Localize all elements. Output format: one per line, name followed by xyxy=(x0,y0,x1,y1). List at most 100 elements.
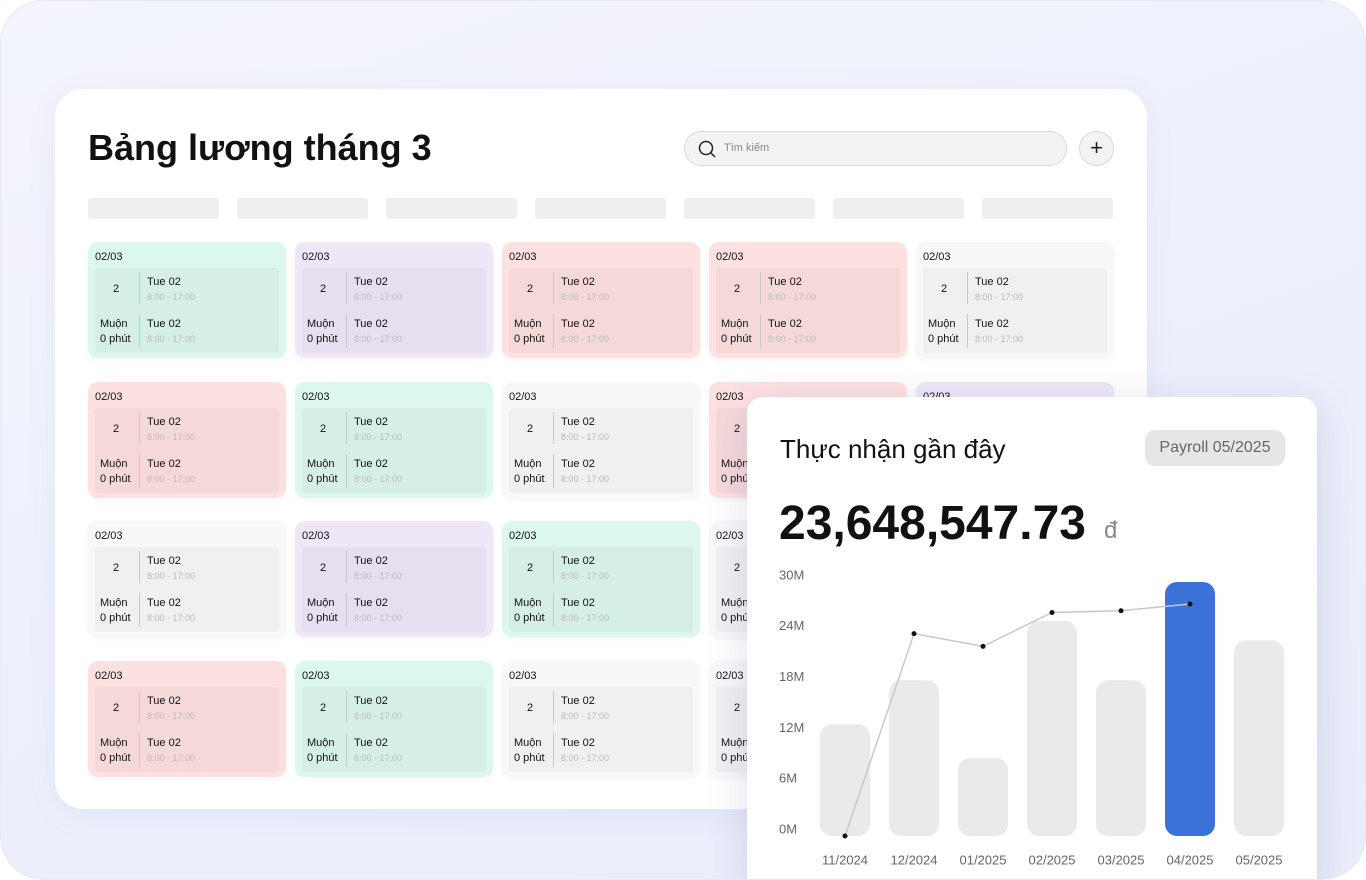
shift-card: 02/03 2 Tue 02 8:00 - 17:00 Muộn 0 phút Tue 02… xyxy=(88,660,286,777)
date: 02/03 xyxy=(509,669,537,682)
divider xyxy=(967,272,968,304)
divider xyxy=(139,411,140,444)
shift-day: Tue 02 xyxy=(975,276,1009,288)
count: 2 xyxy=(320,562,327,574)
divider xyxy=(346,690,347,723)
y-tick-label: 6M xyxy=(779,771,797,786)
late-value: 0 phút xyxy=(100,333,131,345)
shift-time: 8:00 - 17:00 xyxy=(354,571,403,581)
date: 02/03 xyxy=(509,530,537,542)
line-point xyxy=(842,833,848,839)
shift-time: 8:00 - 17:00 xyxy=(768,292,817,302)
bar xyxy=(1165,582,1215,836)
shift-day: Tue 02 xyxy=(354,318,388,330)
late-label: Muộn xyxy=(721,318,749,330)
date: 02/03 xyxy=(716,669,744,682)
x-tick-label: 05/2025 xyxy=(1236,852,1283,867)
shift-card: 02/03 2 Tue 02 8:00 - 17:00 Muộn 0 phút Tue 02… xyxy=(295,660,493,777)
count: 2 xyxy=(113,283,120,295)
shift-time: 8:00 - 17:00 xyxy=(354,613,403,623)
date: 02/03 xyxy=(302,669,330,682)
date: 02/03 xyxy=(509,390,537,403)
late-value: 0 phút xyxy=(514,472,545,485)
filter-placeholder xyxy=(684,198,815,219)
shift-time: 8:00 - 17:00 xyxy=(354,292,403,302)
late-label: Muộn xyxy=(307,597,335,609)
divider xyxy=(139,453,140,488)
shift-day: Tue 02 xyxy=(147,415,181,428)
shift-time: 8:00 - 17:00 xyxy=(561,431,610,442)
shift-card: 02/03 2 Tue 02 8:00 - 17:00 Muộn 0 phút Tue 02… xyxy=(502,521,700,637)
bar xyxy=(889,680,939,836)
count: 2 xyxy=(320,422,327,435)
shift-time: 8:00 - 17:00 xyxy=(768,334,817,344)
divider xyxy=(553,272,554,304)
period-badge[interactable]: Payroll 05/2025 xyxy=(1145,430,1285,466)
late-label: Muộn xyxy=(307,318,335,330)
shift-day: Tue 02 xyxy=(354,276,388,288)
bar xyxy=(1096,680,1146,836)
divider xyxy=(346,272,347,304)
late-value: 0 phút xyxy=(100,751,131,764)
line-point xyxy=(1187,601,1193,607)
date: 02/03 xyxy=(95,251,123,263)
count: 2 xyxy=(320,283,327,295)
shift-time: 8:00 - 17:00 xyxy=(354,752,403,763)
late-label: Muộn xyxy=(721,736,749,749)
shift-time: 8:00 - 17:00 xyxy=(561,613,610,623)
shift-day: Tue 02 xyxy=(147,457,181,470)
shift-day: Tue 02 xyxy=(561,694,595,707)
late-value: 0 phút xyxy=(307,751,338,764)
line-point xyxy=(1118,608,1124,614)
x-tick-label: 12/2024 xyxy=(891,852,938,867)
late-value: 0 phút xyxy=(100,612,131,624)
count: 2 xyxy=(527,701,534,714)
date: 02/03 xyxy=(302,530,330,542)
shift-time: 8:00 - 17:00 xyxy=(354,473,403,484)
date: 02/03 xyxy=(716,251,744,263)
search-box[interactable]: Tìm kiếm xyxy=(684,131,1067,166)
divider xyxy=(346,314,347,348)
shift-day: Tue 02 xyxy=(561,318,595,330)
shift-day: Tue 02 xyxy=(561,276,595,288)
late-label: Muộn xyxy=(100,318,128,330)
x-tick-label: 04/2025 xyxy=(1167,852,1214,867)
shift-card: 02/03 2 Tue 02 8:00 - 17:00 Muộn 0 phút Tue 02… xyxy=(502,660,700,777)
shift-day: Tue 02 xyxy=(354,597,388,609)
chart: 0M 6M 12M 18M 24M 30M 11/2024 12/2024 01/2025 02/… xyxy=(779,567,1284,867)
count: 2 xyxy=(734,422,741,435)
shift-time: 8:00 - 17:00 xyxy=(561,292,610,302)
shift-time: 8:00 - 17:00 xyxy=(561,752,610,763)
shift-card: 02/03 2 Tue 02 8:00 - 17:00 Muộn 0 phút Tue 02… xyxy=(502,242,700,358)
late-label: Muộn xyxy=(307,457,335,470)
late-value: 0 phút xyxy=(721,612,752,624)
late-value: 0 phút xyxy=(514,612,545,624)
shift-time: 8:00 - 17:00 xyxy=(975,292,1024,302)
shift-day: Tue 02 xyxy=(561,415,595,428)
shift-day: Tue 02 xyxy=(561,457,595,470)
shift-day: Tue 02 xyxy=(354,457,388,470)
filter-placeholder xyxy=(833,198,964,219)
x-tick-label: 11/2024 xyxy=(822,852,868,867)
line-point xyxy=(911,631,917,637)
add-button[interactable]: + xyxy=(1079,131,1114,166)
divider xyxy=(139,593,140,627)
late-value: 0 phút xyxy=(514,333,545,345)
divider xyxy=(346,551,347,583)
date: 02/03 xyxy=(95,669,123,682)
shift-day: Tue 02 xyxy=(147,694,181,707)
x-tick-label: 03/2025 xyxy=(1098,852,1145,867)
date: 02/03 xyxy=(509,251,537,263)
late-label: Muộn xyxy=(721,457,749,470)
divider xyxy=(967,314,968,348)
count: 2 xyxy=(527,562,534,574)
shift-day: Tue 02 xyxy=(561,555,595,567)
x-tick-label: 02/2025 xyxy=(1029,852,1076,867)
late-label: Muộn xyxy=(721,597,749,609)
count: 2 xyxy=(113,562,120,574)
y-tick-label: 24M xyxy=(779,618,804,633)
page-title: Bảng lương tháng 3 xyxy=(88,127,432,168)
late-value: 0 phút xyxy=(307,612,338,624)
shift-card: 02/03 2 Tue 02 8:00 - 17:00 Muộn 0 phút Tue 02… xyxy=(88,242,286,358)
shift-day: Tue 02 xyxy=(147,555,181,567)
